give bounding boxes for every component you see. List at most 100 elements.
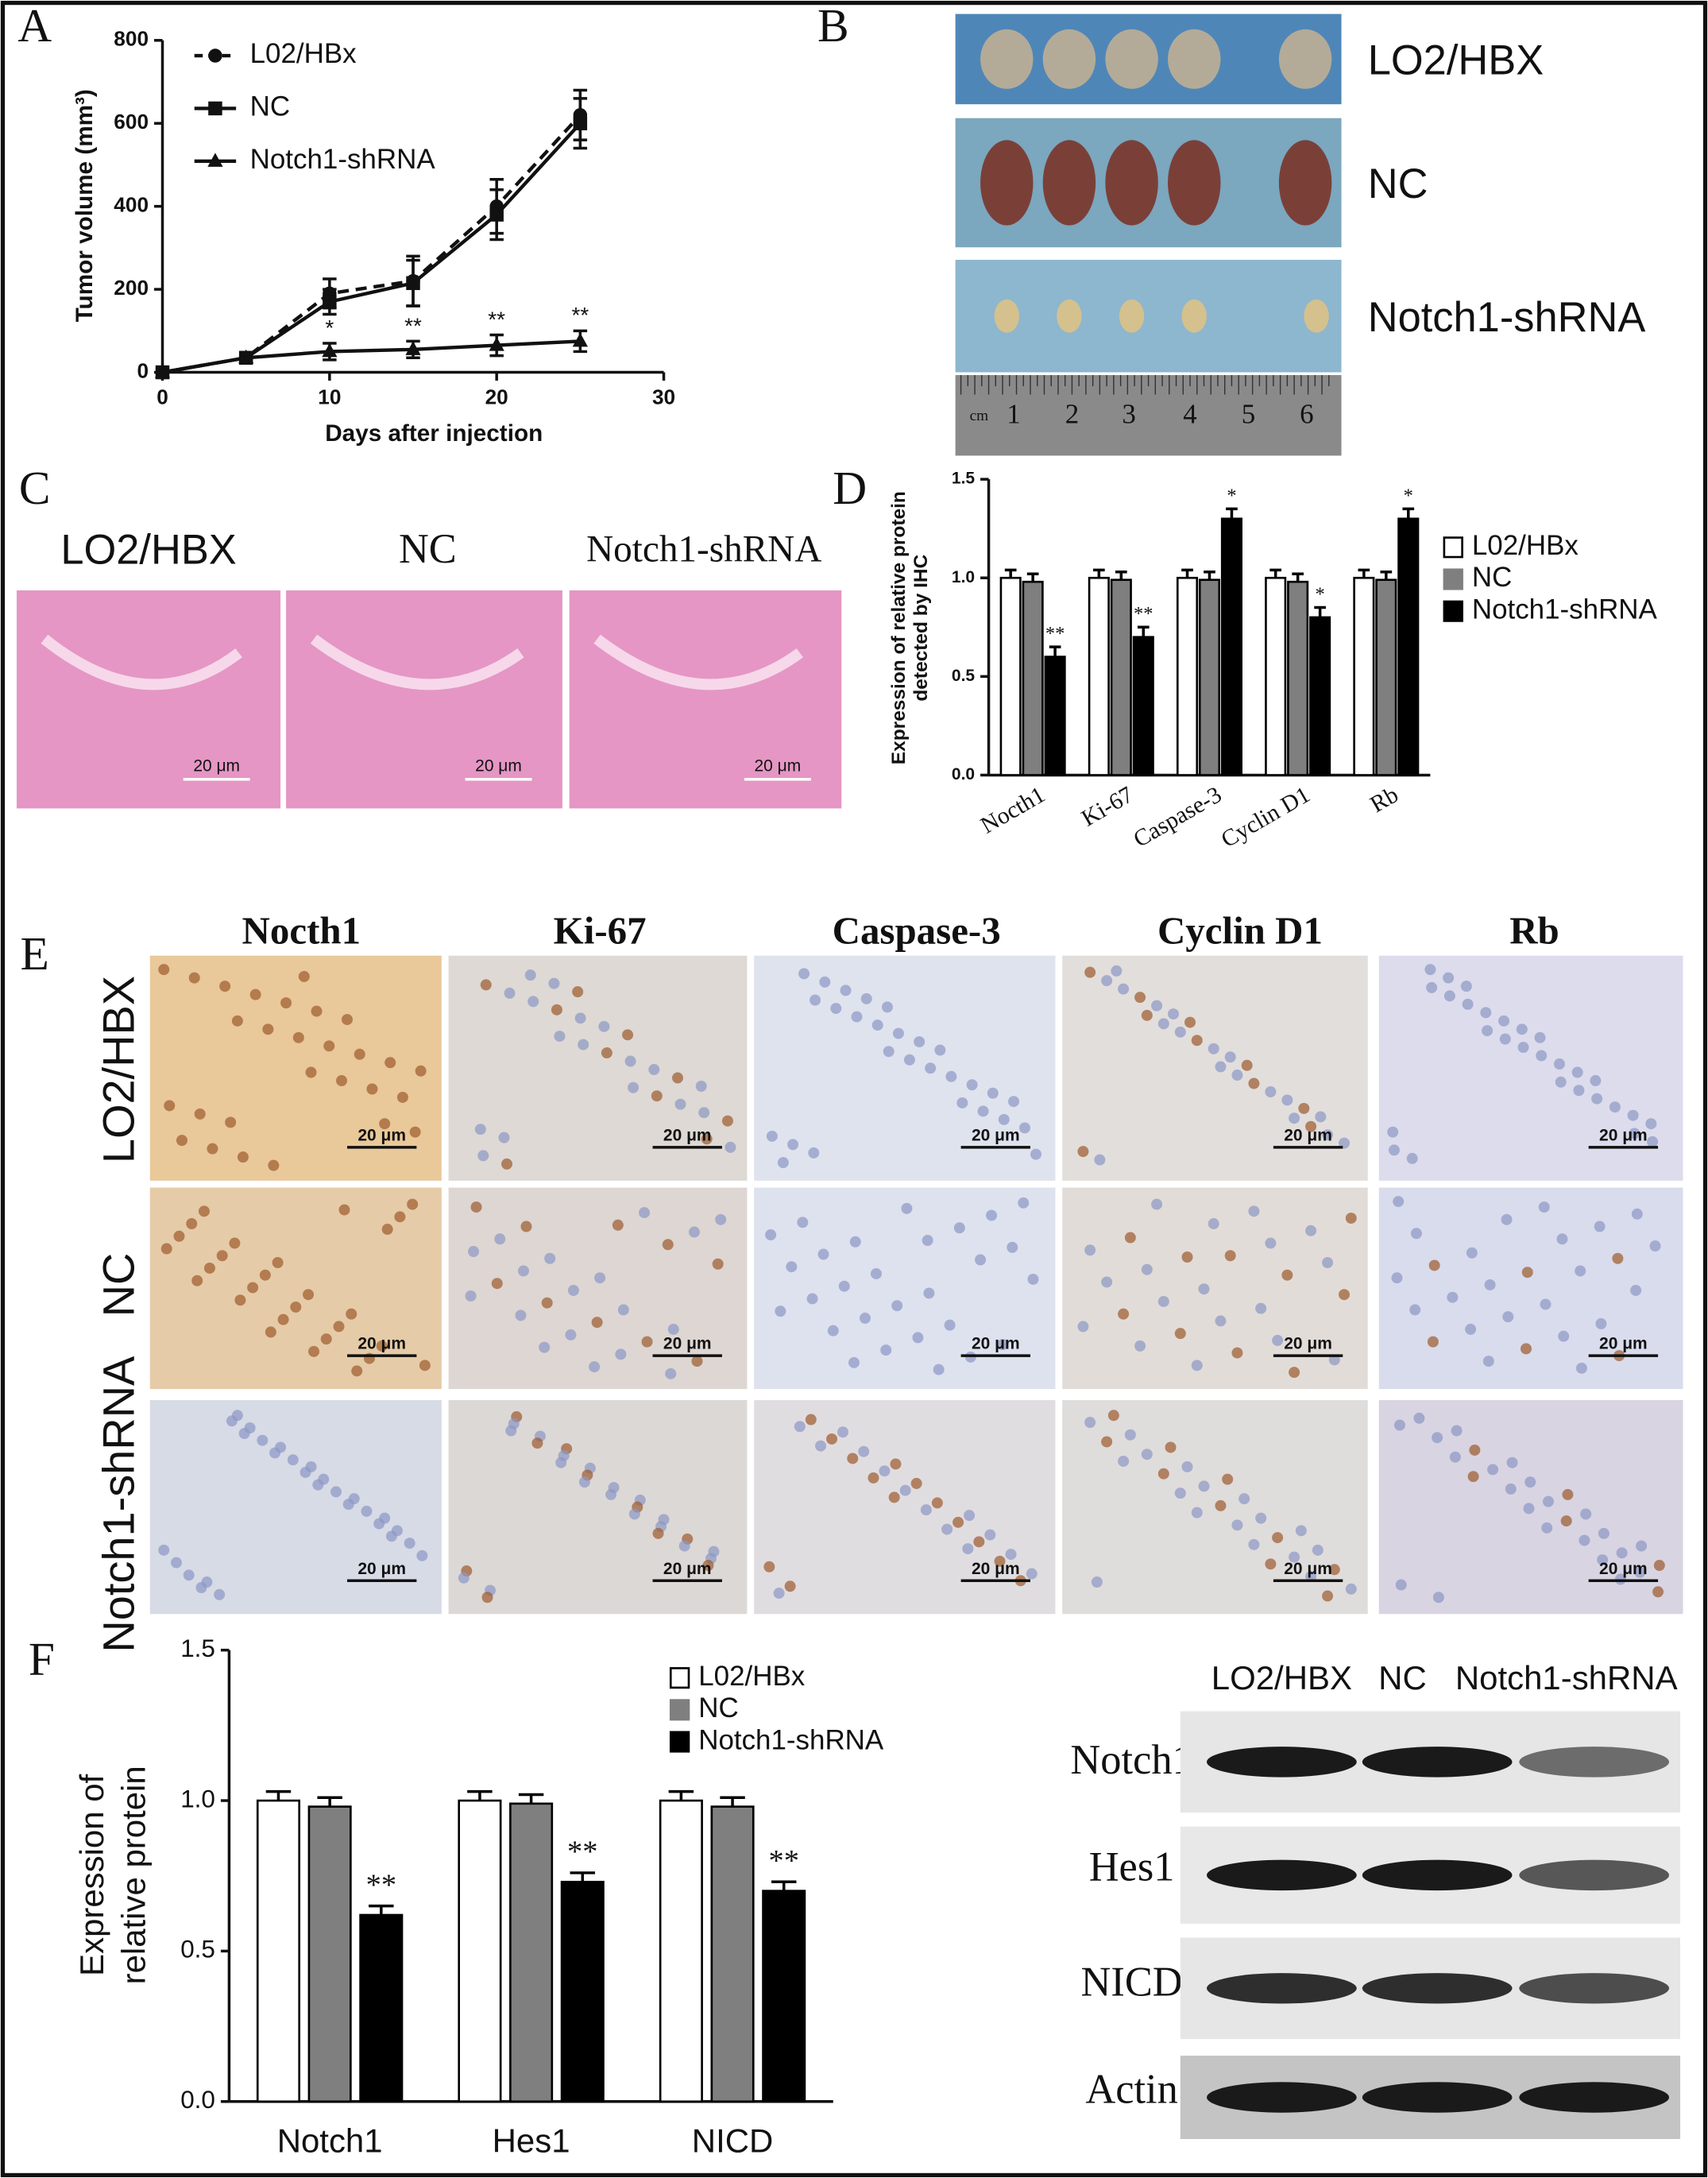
y-tick-label: 1.0: [180, 1785, 215, 1812]
nucleus: [920, 1504, 932, 1516]
nucleus: [826, 1433, 838, 1445]
point: [572, 332, 588, 347]
nucleus: [1255, 1512, 1267, 1524]
x-tick-label: 30: [652, 385, 675, 409]
nucleus: [639, 1207, 651, 1219]
nucleus: [1645, 1118, 1657, 1130]
nucleus: [468, 1246, 480, 1258]
nucleus: [773, 1588, 785, 1600]
blot-column-label: NC: [1378, 1659, 1427, 1696]
nucleus: [1521, 1267, 1533, 1279]
nucleus: [883, 1046, 895, 1058]
nucleus: [1151, 1000, 1163, 1012]
nucleus: [1579, 1534, 1590, 1546]
nucleus: [515, 1310, 527, 1321]
nucleus: [1272, 1334, 1284, 1346]
y-tick-label: 1.0: [952, 568, 975, 586]
nucleus: [216, 1250, 228, 1262]
ihc-image: [448, 955, 748, 1181]
nucleus: [491, 1278, 503, 1290]
nucleus: [214, 1588, 226, 1600]
line: [162, 114, 582, 374]
nucleus: [480, 979, 492, 991]
nucleus: [1224, 1051, 1236, 1063]
nucleus: [247, 1282, 259, 1294]
nucleus: [987, 1087, 999, 1099]
nucleus: [1111, 965, 1123, 977]
ihc-image: [448, 1187, 748, 1390]
nucleus: [1084, 1417, 1096, 1429]
nucleus: [1281, 1269, 1293, 1281]
nucleus: [531, 1437, 543, 1449]
he-label: LO2/HBX: [60, 528, 236, 574]
scale-bar-label: 20 μm: [663, 1560, 712, 1578]
error-bar: [720, 1796, 745, 1807]
error-bar: [1314, 605, 1326, 617]
ruler: [955, 375, 1342, 456]
nucleus: [1501, 1213, 1513, 1225]
nucleus: [648, 1064, 660, 1076]
nucleus: [498, 1132, 510, 1143]
tumor: [1042, 29, 1096, 89]
panel-label: B: [817, 0, 849, 52]
nucleus: [1141, 1263, 1153, 1275]
nucleus: [1562, 1488, 1574, 1500]
nucleus: [1295, 1525, 1307, 1537]
nucleus: [1647, 1135, 1659, 1147]
tumor: [1181, 299, 1207, 333]
nucleus: [870, 1267, 882, 1279]
nucleus: [830, 1003, 842, 1015]
nucleus: [591, 1317, 603, 1329]
nucleus: [997, 1339, 1009, 1351]
nucleus: [848, 1356, 860, 1368]
tumor: [1168, 29, 1221, 89]
nucleus: [1077, 1321, 1089, 1333]
bar: [509, 1802, 554, 2103]
nucleus: [1328, 1354, 1340, 1366]
ihc-image: [1062, 1400, 1368, 1615]
nucleus: [688, 1226, 700, 1238]
legend-swatch: [1443, 600, 1463, 622]
nucleus: [945, 1070, 957, 1082]
nucleus: [1523, 1503, 1535, 1515]
nucleus: [1215, 1315, 1227, 1327]
blot-column-label: Notch1-shRNA: [1455, 1659, 1678, 1696]
nucleus: [1305, 1224, 1317, 1236]
nucleus: [1393, 1196, 1405, 1208]
nucleus: [539, 1341, 551, 1353]
nucleus: [1540, 1298, 1551, 1310]
ihc-row-label: Notch1-shRNA: [94, 1356, 144, 1653]
nucleus: [1598, 1527, 1609, 1539]
significance: **: [366, 1868, 396, 1901]
significance: **: [567, 1836, 597, 1869]
blot-row-label: Notch1: [1070, 1737, 1192, 1783]
nucleus: [1571, 1066, 1583, 1078]
nucleus: [1480, 1007, 1492, 1019]
significance: *: [1404, 485, 1413, 506]
nucleus: [1443, 972, 1455, 984]
significance: *: [1227, 485, 1236, 506]
point: [406, 276, 420, 291]
nucleus: [933, 1364, 945, 1375]
nucleus: [1005, 1549, 1017, 1561]
y-axis-label: detected by IHC: [910, 555, 932, 702]
nucleus: [318, 1473, 330, 1485]
error-bar: [1026, 572, 1039, 582]
nucleus: [234, 1294, 246, 1306]
bar: [458, 1799, 502, 2103]
nucleus: [901, 1202, 913, 1214]
nucleus: [376, 1340, 388, 1352]
nucleus: [849, 1236, 861, 1248]
nucleus: [207, 1143, 218, 1155]
nucleus: [925, 1062, 937, 1074]
nucleus: [786, 1261, 798, 1273]
nucleus: [1630, 1284, 1642, 1296]
tumor: [1042, 140, 1096, 226]
nucleus: [879, 1465, 891, 1477]
nucleus: [1410, 1228, 1422, 1240]
nucleus: [1322, 1129, 1334, 1141]
nucleus: [203, 1262, 215, 1274]
nucleus: [1118, 1308, 1130, 1320]
bar: [999, 576, 1022, 776]
